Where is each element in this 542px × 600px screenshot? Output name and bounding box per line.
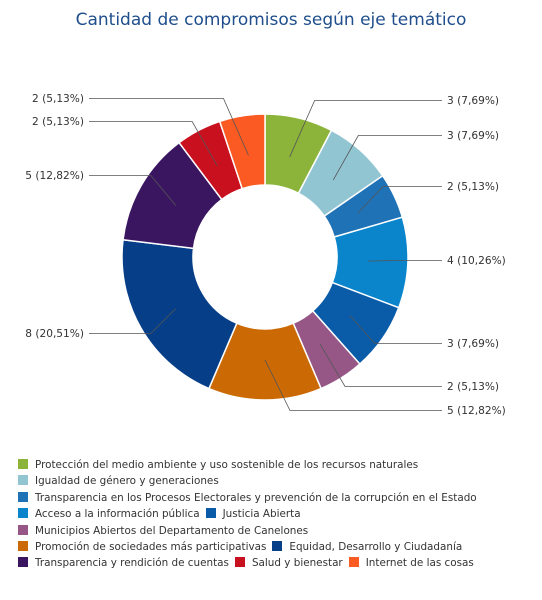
- legend-item-transparencia-en-los-procesos-electorales-y-prevencion-de-la-corrupcion-en-el-estado: Transparencia en los Procesos Electorale…: [18, 490, 477, 506]
- data-label-igualdad-de-genero-y-generaciones: 3 (7,69%): [447, 130, 499, 142]
- legend-label: Justicia Abierta: [222, 508, 301, 521]
- legend-row: Protección del medio ambiente y uso sost…: [18, 457, 533, 473]
- slice-equidad-desarrollo-y-ciudadania: [121, 238, 238, 390]
- callout-line-igualdad-de-genero-y-generaciones: [332, 135, 442, 181]
- legend-swatch: [18, 508, 28, 519]
- data-label-proteccion-del-medio-ambiente-y-uso-sostenible-de-los-recursos-naturales: 3 (7,69%): [447, 95, 499, 107]
- legend-item-justicia-abierta: Justicia Abierta: [205, 506, 301, 522]
- legend-swatch: [272, 540, 283, 551]
- legend-swatch: [18, 491, 28, 502]
- callout-line-municipios-abiertos-del-departamento-de-canelones: [319, 343, 442, 387]
- callout-line-justicia-abierta: [349, 315, 442, 344]
- legend-label: Promoción de sociedades más participativ…: [35, 540, 267, 553]
- data-label-transparencia-en-los-procesos-electorales-y-prevencion-de-la-corrupcion-en-el-estado: 2 (5,13%): [447, 181, 499, 193]
- slice-internet-de-las-cosas: [218, 113, 266, 190]
- legend-item-transparencia-y-rendicion-de-cuentas: Transparencia y rendición de cuentas: [18, 555, 229, 571]
- donut-chart: 3 (7,69%) 3 (7,69%) 2 (5,13%) 4 (10,26%) 3 (…: [25, 93, 506, 417]
- legend-swatch: [18, 524, 28, 535]
- callouts-group: 3 (7,69%) 3 (7,69%) 2 (5,13%) 4 (10,26%) 3 (…: [25, 93, 506, 417]
- legend-row: Municipios Abiertos del Departamento de …: [18, 523, 533, 539]
- legend-swatch: [18, 540, 28, 551]
- callout-line-transparencia-y-rendicion-de-cuentas: [89, 175, 177, 206]
- callout-line-promocion-de-sociedades-mas-participativas: [264, 359, 442, 411]
- legend: Protección del medio ambiente y uso sost…: [18, 457, 533, 572]
- legend-item-internet-de-las-cosas: Internet de las cosas: [348, 555, 474, 571]
- slices-group: [121, 113, 409, 401]
- callout-line-equidad-desarrollo-y-ciudadania: [89, 308, 177, 334]
- legend-swatch: [18, 475, 28, 486]
- legend-swatch: [205, 508, 216, 519]
- legend-item-proteccion-del-medio-ambiente-y-uso-sostenible-de-los-recursos-naturales: Protección del medio ambiente y uso sost…: [18, 457, 418, 473]
- chart-title: Cantidad de compromisos según eje temáti…: [75, 10, 467, 30]
- legend-swatch: [18, 557, 28, 568]
- callout-line-transparencia-en-los-procesos-electorales-y-prevencion-de-la-corrupcion-en-el-estado: [357, 186, 442, 214]
- legend-row: Promoción de sociedades más participativ…: [18, 539, 533, 555]
- legend-label: Igualdad de género y generaciones: [35, 475, 219, 488]
- legend-row: Igualdad de género y generaciones: [18, 473, 533, 489]
- data-label-salud-y-bienestar: 2 (5,13%): [32, 116, 84, 128]
- data-label-municipios-abiertos-del-departamento-de-canelones: 2 (5,13%): [447, 381, 499, 393]
- legend-row: Transparencia en los Procesos Electorale…: [18, 490, 533, 506]
- legend-label: Acceso a la información pública: [35, 508, 200, 521]
- legend-label: Transparencia en los Procesos Electorale…: [35, 491, 477, 504]
- data-label-internet-de-las-cosas: 2 (5,13%): [32, 93, 84, 105]
- legend-label: Transparencia y rendición de cuentas: [35, 557, 229, 570]
- callout-line-proteccion-del-medio-ambiente-y-uso-sostenible-de-los-recursos-naturales: [289, 100, 442, 158]
- legend-item-equidad-desarrollo-y-ciudadania: Equidad, Desarrollo y Ciudadanía: [272, 539, 462, 555]
- data-label-promocion-de-sociedades-mas-participativas: 5 (12,82%): [447, 405, 506, 417]
- legend-item-igualdad-de-genero-y-generaciones: Igualdad de género y generaciones: [18, 473, 219, 489]
- legend-label: Municipios Abiertos del Departamento de …: [35, 524, 309, 537]
- legend-item-acceso-a-la-informacion-publica: Acceso a la información pública: [18, 506, 200, 522]
- legend-label: Equidad, Desarrollo y Ciudadanía: [289, 540, 463, 553]
- legend-item-municipios-abiertos-del-departamento-de-canelones: Municipios Abiertos del Departamento de …: [18, 523, 308, 539]
- data-label-equidad-desarrollo-y-ciudadania: 8 (20,51%): [25, 328, 84, 340]
- data-label-transparencia-y-rendicion-de-cuentas: 5 (12,82%): [25, 170, 84, 182]
- legend-label: Internet de las cosas: [365, 557, 474, 570]
- legend-swatch: [348, 557, 359, 568]
- callout-line-internet-de-las-cosas: [89, 98, 249, 156]
- legend-swatch: [234, 557, 245, 568]
- data-label-acceso-a-la-informacion-publica: 4 (10,26%): [447, 255, 506, 267]
- callout-line-acceso-a-la-informacion-publica: [367, 260, 442, 262]
- callout-line-salud-y-bienestar: [89, 121, 218, 167]
- legend-label: Salud y bienestar: [251, 557, 343, 570]
- legend-item-promocion-de-sociedades-mas-participativas: Promoción de sociedades más participativ…: [18, 539, 266, 555]
- data-label-justicia-abierta: 3 (7,69%): [447, 338, 499, 350]
- legend-row: Acceso a la información pública Justicia …: [18, 506, 533, 522]
- legend-swatch: [18, 459, 28, 469]
- legend-item-salud-y-bienestar: Salud y bienestar: [234, 555, 343, 571]
- legend-row: Transparencia y rendición de cuentas Salu…: [18, 555, 533, 571]
- legend-label: Protección del medio ambiente y uso sost…: [35, 459, 419, 471]
